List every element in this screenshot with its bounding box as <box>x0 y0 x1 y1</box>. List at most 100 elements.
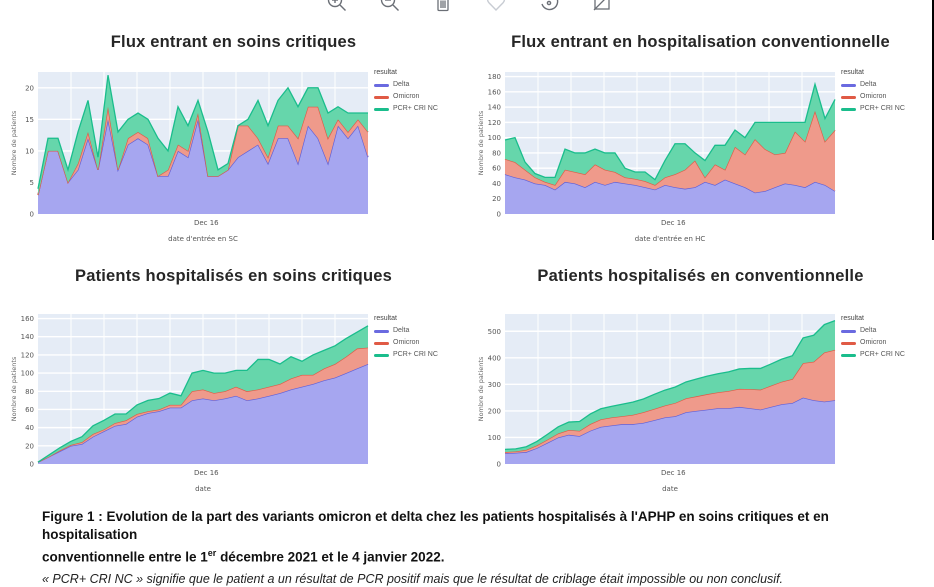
svg-text:40: 40 <box>492 180 501 188</box>
svg-text:100: 100 <box>488 134 501 142</box>
toolbar <box>326 0 636 13</box>
legend-entry: Omicron <box>841 338 905 348</box>
legend-entry: Delta <box>374 80 438 90</box>
svg-text:80: 80 <box>25 388 34 396</box>
chart-flux-soins-critiques: Flux entrant en soins critiques 0 5 10 15 20… <box>0 28 467 243</box>
svg-text:140: 140 <box>488 104 501 112</box>
svg-text:300: 300 <box>488 381 501 389</box>
svg-text:date d'entrée en HC: date d'entrée en HC <box>635 235 706 243</box>
chart-canvas: 0 20 40 60 80 100 120 140 160 Dec 16 date Nombre de… <box>10 314 369 493</box>
svg-text:100: 100 <box>488 434 501 442</box>
legend-label: Omicron <box>393 339 420 346</box>
svg-text:Dec 16: Dec 16 <box>194 469 219 477</box>
legend-swatch <box>841 341 856 345</box>
legend-swatch <box>374 329 389 333</box>
svg-text:60: 60 <box>25 406 34 414</box>
figure-caption: Figure 1 : Evolution de la part des vari… <box>42 508 914 587</box>
svg-text:Dec 16: Dec 16 <box>661 469 686 477</box>
chart-legend: resultat Delta Omicron PCR+ CRI NC <box>374 314 438 362</box>
legend-entry: PCR+ CRI NC <box>374 104 438 114</box>
delete-icon[interactable] <box>432 0 454 13</box>
legend-entry: Omicron <box>374 92 438 102</box>
svg-text:160: 160 <box>488 88 501 96</box>
svg-text:date d'entrée en SC: date d'entrée en SC <box>168 235 238 243</box>
chart-flux-hospitalisation-conventionnelle: Flux entrant en hospitalisation conventi… <box>467 28 934 243</box>
svg-text:5: 5 <box>30 179 34 187</box>
svg-text:0: 0 <box>497 461 501 469</box>
caption-line-2: conventionnelle entre le 1er décembre 20… <box>42 548 445 565</box>
legend-swatch <box>374 83 389 87</box>
chart-title: Patients hospitalisés en soins critiques <box>74 267 392 285</box>
chart-legend: resultat Delta Omicron PCR+ CRI NC <box>374 68 438 116</box>
legend-label: Omicron <box>860 93 887 100</box>
svg-text:120: 120 <box>488 119 501 127</box>
legend-entry: Omicron <box>841 92 905 102</box>
legend-title: resultat <box>374 315 397 322</box>
legend-swatch <box>841 95 856 99</box>
zoom-out-icon[interactable] <box>379 0 401 13</box>
chart-patients-soins-critiques: Patients hospitalisés en soins critiques… <box>0 262 467 493</box>
svg-text:140: 140 <box>21 333 34 341</box>
legend-label: Delta <box>393 81 410 88</box>
legend-swatch <box>374 107 389 111</box>
legend-swatch <box>374 95 389 99</box>
chart-legend: resultat Delta Omicron PCR+ CRI NC <box>841 68 905 116</box>
legend-label: Delta <box>860 81 877 88</box>
chart-title: Patients hospitalisés en conventionnelle <box>537 267 864 285</box>
svg-text:date: date <box>195 485 211 493</box>
svg-text:20: 20 <box>25 442 34 450</box>
svg-text:Dec 16: Dec 16 <box>194 219 219 227</box>
svg-text:Nombre de patients: Nombre de patients <box>477 110 485 175</box>
legend-title: resultat <box>841 315 864 322</box>
legend-swatch <box>374 353 389 357</box>
svg-text:20: 20 <box>492 195 501 203</box>
svg-text:10: 10 <box>25 147 34 155</box>
legend-label: PCR+ CRI NC <box>393 351 438 358</box>
legend-title: resultat <box>841 69 864 76</box>
legend-label: PCR+ CRI NC <box>860 105 905 112</box>
chart-patients-conventionnelle: Patients hospitalisés en conventionnelle… <box>467 262 934 493</box>
legend-entry: PCR+ CRI NC <box>374 350 438 360</box>
chart-title: Flux entrant en soins critiques <box>110 33 357 51</box>
crop-icon[interactable] <box>591 0 613 13</box>
legend-swatch <box>841 329 856 333</box>
chart-canvas: 0 100 200 300 400 500 Dec 16 date Nombre de pati… <box>477 314 836 493</box>
chart-title: Flux entrant en hospitalisation conventi… <box>511 33 890 51</box>
legend-label: Delta <box>860 327 877 334</box>
svg-text:500: 500 <box>488 328 501 336</box>
svg-text:0: 0 <box>30 211 34 219</box>
svg-text:Dec 16: Dec 16 <box>661 219 686 227</box>
legend-swatch <box>374 341 389 345</box>
chart-canvas: 0 20 40 60 80 100 120 140 160 180 Dec 16 date d'ent… <box>477 72 836 243</box>
svg-text:400: 400 <box>488 354 501 362</box>
svg-text:Nombre de patients: Nombre de patients <box>10 356 18 421</box>
legend-label: PCR+ CRI NC <box>860 351 905 358</box>
zoom-in-icon[interactable] <box>326 0 348 13</box>
caption-note: « PCR+ CRI NC » signifie que le patient … <box>42 571 784 586</box>
legend-label: PCR+ CRI NC <box>393 105 438 112</box>
svg-text:120: 120 <box>21 351 34 359</box>
legend-entry: PCR+ CRI NC <box>841 350 905 360</box>
svg-text:200: 200 <box>488 407 501 415</box>
svg-text:180: 180 <box>488 73 501 81</box>
chart-canvas: 0 5 10 15 20 Dec 16 date d'entrée en SC Nombre … <box>10 72 369 243</box>
svg-text:80: 80 <box>492 149 501 157</box>
chart-legend: resultat Delta Omicron PCR+ CRI NC <box>841 314 905 362</box>
legend-swatch <box>841 353 856 357</box>
rotate-icon[interactable] <box>538 0 560 13</box>
svg-text:40: 40 <box>25 424 34 432</box>
screenshot-edge-line <box>932 0 934 240</box>
svg-text:60: 60 <box>492 165 501 173</box>
legend-entry: Delta <box>841 80 905 90</box>
svg-text:160: 160 <box>21 315 34 323</box>
svg-text:0: 0 <box>497 211 501 219</box>
legend-entry: Delta <box>841 326 905 336</box>
legend-label: Omicron <box>393 93 420 100</box>
legend-title: resultat <box>374 69 397 76</box>
svg-text:0: 0 <box>30 461 34 469</box>
svg-text:date: date <box>662 485 678 493</box>
legend-label: Omicron <box>860 339 887 346</box>
favorite-icon[interactable] <box>485 0 507 13</box>
legend-swatch <box>841 107 856 111</box>
legend-swatch <box>841 83 856 87</box>
